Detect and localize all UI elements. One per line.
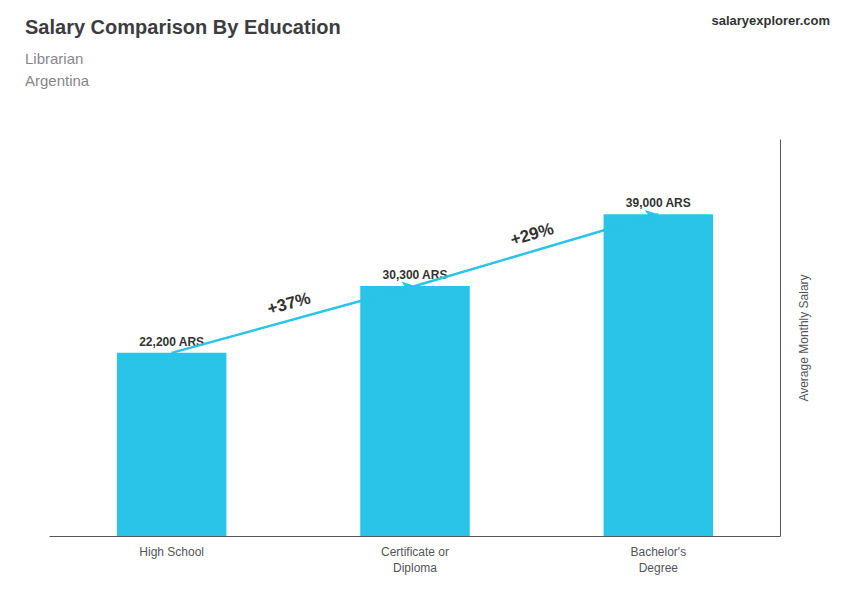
svg-text:Bachelor's: Bachelor's (631, 545, 687, 559)
svg-text:Average Monthly Salary: Average Monthly Salary (797, 274, 811, 401)
svg-text:High School: High School (139, 545, 204, 559)
svg-text:22,200 ARS: 22,200 ARS (139, 334, 205, 349)
svg-text:Librarian: Librarian (25, 50, 83, 67)
svg-text:39,000 ARS: 39,000 ARS (626, 196, 691, 210)
svg-text:Certificate or: Certificate or (381, 545, 449, 559)
svg-text:Salary Comparison By Education: Salary Comparison By Education (25, 16, 341, 38)
svg-text:Argentina: Argentina (25, 72, 90, 89)
svg-text:+29%: +29% (508, 219, 556, 250)
svg-text:Degree: Degree (639, 561, 679, 575)
svg-text:+37%: +37% (265, 289, 312, 319)
svg-text:salaryexplorer.com: salaryexplorer.com (711, 13, 830, 28)
svg-text:Diploma: Diploma (393, 561, 437, 575)
svg-text:30,300 ARS: 30,300 ARS (382, 268, 448, 282)
